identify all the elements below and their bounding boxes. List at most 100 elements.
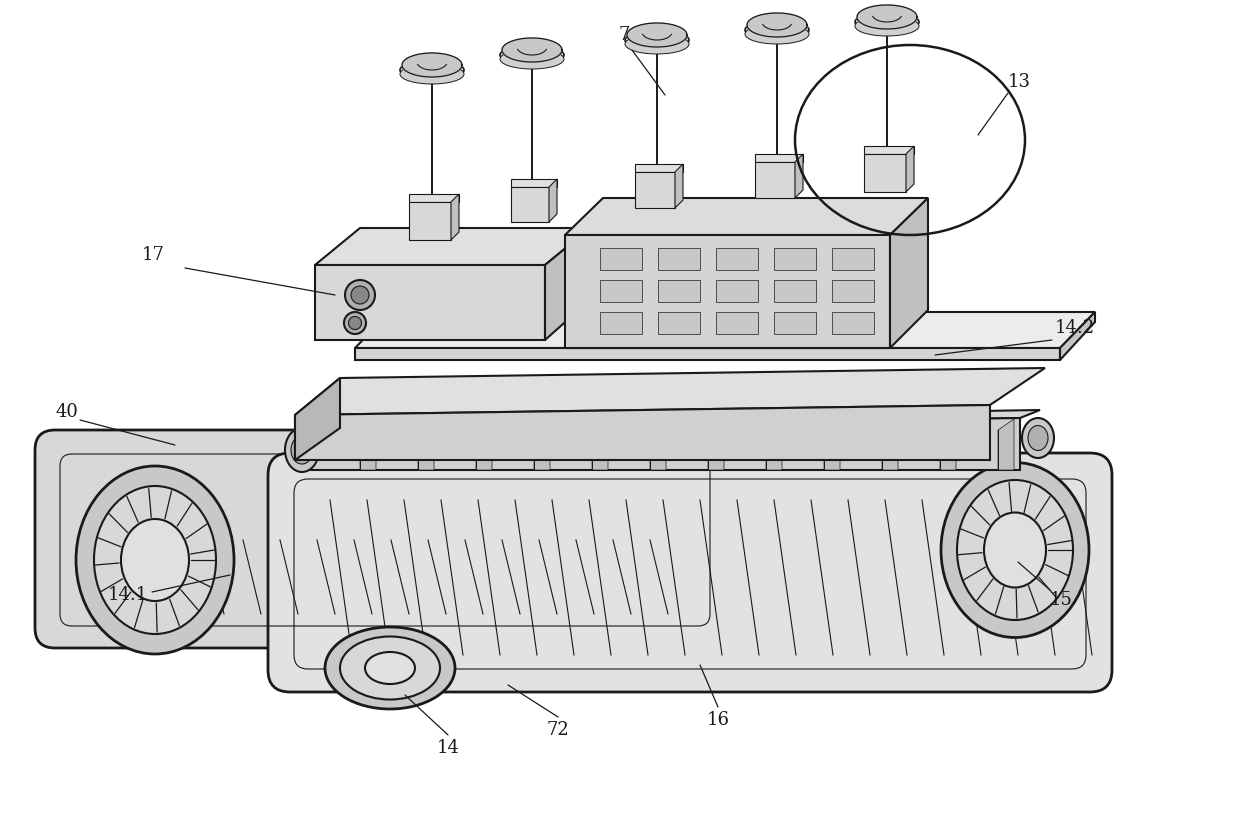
Ellipse shape bbox=[325, 627, 455, 709]
Ellipse shape bbox=[343, 312, 366, 334]
Polygon shape bbox=[832, 312, 874, 334]
Text: 14: 14 bbox=[436, 739, 460, 757]
Polygon shape bbox=[627, 23, 687, 47]
Ellipse shape bbox=[856, 12, 919, 32]
Polygon shape bbox=[418, 419, 434, 470]
Polygon shape bbox=[360, 419, 376, 470]
Polygon shape bbox=[857, 5, 918, 29]
Polygon shape bbox=[549, 179, 557, 222]
Ellipse shape bbox=[401, 60, 464, 80]
Polygon shape bbox=[300, 410, 1040, 430]
Ellipse shape bbox=[351, 286, 370, 304]
Polygon shape bbox=[315, 228, 590, 265]
Ellipse shape bbox=[94, 486, 216, 634]
Text: 14.1: 14.1 bbox=[108, 586, 149, 604]
Ellipse shape bbox=[625, 34, 689, 54]
Ellipse shape bbox=[500, 49, 564, 69]
Polygon shape bbox=[864, 154, 906, 192]
Polygon shape bbox=[511, 187, 549, 222]
Ellipse shape bbox=[285, 428, 319, 472]
Polygon shape bbox=[591, 419, 608, 470]
Polygon shape bbox=[658, 280, 701, 302]
Polygon shape bbox=[600, 280, 642, 302]
Ellipse shape bbox=[340, 637, 440, 700]
FancyBboxPatch shape bbox=[35, 430, 735, 648]
FancyBboxPatch shape bbox=[268, 453, 1112, 692]
Polygon shape bbox=[755, 162, 795, 198]
Ellipse shape bbox=[1028, 426, 1048, 450]
Ellipse shape bbox=[941, 463, 1089, 638]
Polygon shape bbox=[864, 146, 914, 154]
Polygon shape bbox=[565, 198, 928, 235]
Polygon shape bbox=[355, 312, 1095, 348]
Polygon shape bbox=[476, 419, 492, 470]
Polygon shape bbox=[409, 202, 451, 240]
Polygon shape bbox=[1060, 312, 1095, 360]
Ellipse shape bbox=[365, 652, 415, 684]
Text: 71: 71 bbox=[618, 26, 641, 44]
Ellipse shape bbox=[401, 64, 464, 84]
Polygon shape bbox=[565, 235, 890, 348]
Ellipse shape bbox=[122, 519, 188, 601]
Polygon shape bbox=[774, 312, 816, 334]
Text: 16: 16 bbox=[707, 711, 729, 729]
Polygon shape bbox=[715, 280, 758, 302]
Ellipse shape bbox=[985, 512, 1047, 587]
Text: 14.2: 14.2 bbox=[1055, 319, 1095, 337]
Polygon shape bbox=[295, 378, 340, 460]
Polygon shape bbox=[600, 248, 642, 270]
Ellipse shape bbox=[625, 30, 689, 50]
Ellipse shape bbox=[1022, 418, 1054, 458]
Polygon shape bbox=[650, 419, 666, 470]
Text: 40: 40 bbox=[55, 403, 78, 421]
Polygon shape bbox=[658, 312, 701, 334]
Text: 72: 72 bbox=[547, 721, 569, 739]
Ellipse shape bbox=[291, 436, 312, 464]
Polygon shape bbox=[546, 228, 590, 340]
Ellipse shape bbox=[745, 20, 808, 40]
Polygon shape bbox=[600, 312, 642, 334]
Polygon shape bbox=[998, 419, 1014, 470]
Ellipse shape bbox=[856, 16, 919, 36]
Polygon shape bbox=[635, 164, 683, 172]
Polygon shape bbox=[295, 368, 1045, 415]
Polygon shape bbox=[890, 198, 928, 348]
Ellipse shape bbox=[957, 480, 1073, 620]
Ellipse shape bbox=[348, 317, 362, 329]
Polygon shape bbox=[940, 419, 956, 470]
Polygon shape bbox=[715, 312, 758, 334]
Polygon shape bbox=[409, 194, 459, 202]
Polygon shape bbox=[402, 53, 463, 77]
Polygon shape bbox=[534, 419, 551, 470]
Polygon shape bbox=[355, 348, 1060, 360]
Polygon shape bbox=[315, 265, 546, 340]
Polygon shape bbox=[766, 419, 782, 470]
Polygon shape bbox=[825, 419, 839, 470]
Polygon shape bbox=[832, 248, 874, 270]
Polygon shape bbox=[774, 280, 816, 302]
Polygon shape bbox=[755, 154, 804, 162]
Text: 13: 13 bbox=[1008, 73, 1030, 91]
Ellipse shape bbox=[745, 24, 808, 44]
Polygon shape bbox=[795, 154, 804, 198]
Polygon shape bbox=[832, 280, 874, 302]
Polygon shape bbox=[906, 146, 914, 192]
Polygon shape bbox=[774, 248, 816, 270]
Polygon shape bbox=[511, 179, 557, 187]
Polygon shape bbox=[882, 419, 898, 470]
Text: 15: 15 bbox=[1050, 591, 1073, 609]
Polygon shape bbox=[675, 164, 683, 208]
Polygon shape bbox=[502, 38, 562, 62]
Text: 17: 17 bbox=[143, 246, 165, 264]
Polygon shape bbox=[715, 248, 758, 270]
Ellipse shape bbox=[76, 466, 234, 654]
Ellipse shape bbox=[345, 280, 374, 310]
Polygon shape bbox=[658, 248, 701, 270]
Polygon shape bbox=[635, 172, 675, 208]
Polygon shape bbox=[451, 194, 459, 240]
Polygon shape bbox=[295, 405, 990, 460]
Polygon shape bbox=[746, 13, 807, 37]
Polygon shape bbox=[300, 418, 1021, 470]
Ellipse shape bbox=[500, 45, 564, 65]
Polygon shape bbox=[708, 419, 724, 470]
